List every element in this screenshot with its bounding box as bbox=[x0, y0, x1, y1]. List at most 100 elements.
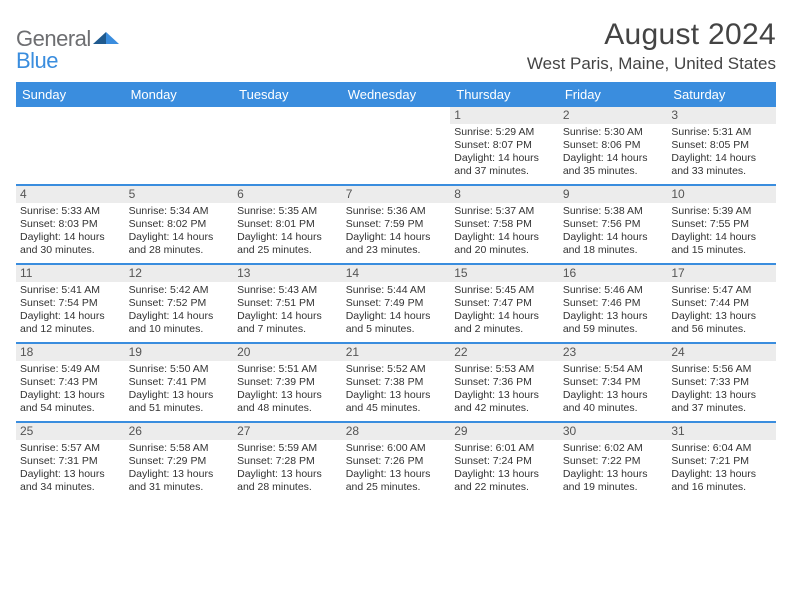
page-title: August 2024 bbox=[527, 18, 776, 52]
day-number: 25 bbox=[16, 423, 125, 440]
day-number: 9 bbox=[559, 186, 668, 203]
sunset-text: Sunset: 8:03 PM bbox=[20, 218, 121, 231]
calendar-week: 4Sunrise: 5:33 AMSunset: 8:03 PMDaylight… bbox=[16, 185, 776, 264]
calendar-week: 11Sunrise: 5:41 AMSunset: 7:54 PMDayligh… bbox=[16, 264, 776, 343]
daylight-text: Daylight: 13 hours and 19 minutes. bbox=[563, 468, 664, 494]
calendar-cell: 10Sunrise: 5:39 AMSunset: 7:55 PMDayligh… bbox=[667, 185, 776, 264]
sunrise-text: Sunrise: 6:00 AM bbox=[346, 442, 447, 455]
sunset-text: Sunset: 7:38 PM bbox=[346, 376, 447, 389]
sunrise-text: Sunrise: 5:41 AM bbox=[20, 284, 121, 297]
daylight-text: Daylight: 13 hours and 34 minutes. bbox=[20, 468, 121, 494]
calendar-cell: 24Sunrise: 5:56 AMSunset: 7:33 PMDayligh… bbox=[667, 343, 776, 422]
sunset-text: Sunset: 7:47 PM bbox=[454, 297, 555, 310]
sunrise-text: Sunrise: 5:35 AM bbox=[237, 205, 338, 218]
sunrise-text: Sunrise: 5:38 AM bbox=[563, 205, 664, 218]
sunset-text: Sunset: 7:43 PM bbox=[20, 376, 121, 389]
day-number: 29 bbox=[450, 423, 559, 440]
calendar-cell: 6Sunrise: 5:35 AMSunset: 8:01 PMDaylight… bbox=[233, 185, 342, 264]
daylight-text: Daylight: 14 hours and 35 minutes. bbox=[563, 152, 664, 178]
dow-wednesday: Wednesday bbox=[342, 82, 451, 107]
calendar-cell bbox=[342, 107, 451, 185]
sunset-text: Sunset: 7:46 PM bbox=[563, 297, 664, 310]
sunset-text: Sunset: 7:24 PM bbox=[454, 455, 555, 468]
daylight-text: Daylight: 14 hours and 33 minutes. bbox=[671, 152, 772, 178]
day-number: 10 bbox=[667, 186, 776, 203]
sunrise-text: Sunrise: 5:31 AM bbox=[671, 126, 772, 139]
calendar-cell: 9Sunrise: 5:38 AMSunset: 7:56 PMDaylight… bbox=[559, 185, 668, 264]
day-number: 14 bbox=[342, 265, 451, 282]
calendar-cell: 12Sunrise: 5:42 AMSunset: 7:52 PMDayligh… bbox=[125, 264, 234, 343]
day-number: 30 bbox=[559, 423, 668, 440]
day-number: 4 bbox=[16, 186, 125, 203]
day-number: 22 bbox=[450, 344, 559, 361]
dow-friday: Friday bbox=[559, 82, 668, 107]
calendar-cell: 15Sunrise: 5:45 AMSunset: 7:47 PMDayligh… bbox=[450, 264, 559, 343]
day-number: 6 bbox=[233, 186, 342, 203]
calendar-cell: 4Sunrise: 5:33 AMSunset: 8:03 PMDaylight… bbox=[16, 185, 125, 264]
calendar-cell: 23Sunrise: 5:54 AMSunset: 7:34 PMDayligh… bbox=[559, 343, 668, 422]
sunrise-text: Sunrise: 5:49 AM bbox=[20, 363, 121, 376]
calendar-cell: 18Sunrise: 5:49 AMSunset: 7:43 PMDayligh… bbox=[16, 343, 125, 422]
sunrise-text: Sunrise: 5:44 AM bbox=[346, 284, 447, 297]
sunrise-text: Sunrise: 5:29 AM bbox=[454, 126, 555, 139]
sunrise-text: Sunrise: 5:42 AM bbox=[129, 284, 230, 297]
day-number: 5 bbox=[125, 186, 234, 203]
dow-tuesday: Tuesday bbox=[233, 82, 342, 107]
daylight-text: Daylight: 14 hours and 23 minutes. bbox=[346, 231, 447, 257]
daylight-text: Daylight: 13 hours and 48 minutes. bbox=[237, 389, 338, 415]
daylight-text: Daylight: 13 hours and 56 minutes. bbox=[671, 310, 772, 336]
calendar-cell: 11Sunrise: 5:41 AMSunset: 7:54 PMDayligh… bbox=[16, 264, 125, 343]
sunrise-text: Sunrise: 5:43 AM bbox=[237, 284, 338, 297]
daylight-text: Daylight: 13 hours and 28 minutes. bbox=[237, 468, 338, 494]
daylight-text: Daylight: 13 hours and 31 minutes. bbox=[129, 468, 230, 494]
sunset-text: Sunset: 7:29 PM bbox=[129, 455, 230, 468]
day-number: 1 bbox=[450, 107, 559, 124]
sunset-text: Sunset: 7:56 PM bbox=[563, 218, 664, 231]
calendar-cell: 28Sunrise: 6:00 AMSunset: 7:26 PMDayligh… bbox=[342, 422, 451, 500]
day-number: 19 bbox=[125, 344, 234, 361]
daylight-text: Daylight: 14 hours and 37 minutes. bbox=[454, 152, 555, 178]
sunrise-text: Sunrise: 5:46 AM bbox=[563, 284, 664, 297]
sunrise-text: Sunrise: 5:59 AM bbox=[237, 442, 338, 455]
sunset-text: Sunset: 7:58 PM bbox=[454, 218, 555, 231]
logo-mark-icon bbox=[91, 26, 119, 51]
calendar-cell: 17Sunrise: 5:47 AMSunset: 7:44 PMDayligh… bbox=[667, 264, 776, 343]
sunrise-text: Sunrise: 5:54 AM bbox=[563, 363, 664, 376]
daylight-text: Daylight: 14 hours and 2 minutes. bbox=[454, 310, 555, 336]
calendar-cell bbox=[125, 107, 234, 185]
sunset-text: Sunset: 7:33 PM bbox=[671, 376, 772, 389]
calendar-cell: 27Sunrise: 5:59 AMSunset: 7:28 PMDayligh… bbox=[233, 422, 342, 500]
calendar-week: 25Sunrise: 5:57 AMSunset: 7:31 PMDayligh… bbox=[16, 422, 776, 500]
sunrise-text: Sunrise: 5:34 AM bbox=[129, 205, 230, 218]
sunrise-text: Sunrise: 5:47 AM bbox=[671, 284, 772, 297]
calendar-cell: 31Sunrise: 6:04 AMSunset: 7:21 PMDayligh… bbox=[667, 422, 776, 500]
sunset-text: Sunset: 8:02 PM bbox=[129, 218, 230, 231]
sunset-text: Sunset: 8:07 PM bbox=[454, 139, 555, 152]
sunrise-text: Sunrise: 5:50 AM bbox=[129, 363, 230, 376]
sunset-text: Sunset: 7:31 PM bbox=[20, 455, 121, 468]
calendar-cell: 14Sunrise: 5:44 AMSunset: 7:49 PMDayligh… bbox=[342, 264, 451, 343]
calendar-week: 18Sunrise: 5:49 AMSunset: 7:43 PMDayligh… bbox=[16, 343, 776, 422]
sunset-text: Sunset: 7:36 PM bbox=[454, 376, 555, 389]
calendar-cell: 8Sunrise: 5:37 AMSunset: 7:58 PMDaylight… bbox=[450, 185, 559, 264]
daylight-text: Daylight: 13 hours and 54 minutes. bbox=[20, 389, 121, 415]
day-number: 17 bbox=[667, 265, 776, 282]
calendar-cell: 25Sunrise: 5:57 AMSunset: 7:31 PMDayligh… bbox=[16, 422, 125, 500]
title-block: August 2024 West Paris, Maine, United St… bbox=[527, 18, 776, 74]
sunrise-text: Sunrise: 6:01 AM bbox=[454, 442, 555, 455]
location-subtitle: West Paris, Maine, United States bbox=[527, 54, 776, 74]
day-number: 20 bbox=[233, 344, 342, 361]
daylight-text: Daylight: 13 hours and 59 minutes. bbox=[563, 310, 664, 336]
sunset-text: Sunset: 7:22 PM bbox=[563, 455, 664, 468]
daylight-text: Daylight: 13 hours and 51 minutes. bbox=[129, 389, 230, 415]
calendar-cell: 7Sunrise: 5:36 AMSunset: 7:59 PMDaylight… bbox=[342, 185, 451, 264]
daylight-text: Daylight: 13 hours and 40 minutes. bbox=[563, 389, 664, 415]
daylight-text: Daylight: 13 hours and 37 minutes. bbox=[671, 389, 772, 415]
daylight-text: Daylight: 14 hours and 15 minutes. bbox=[671, 231, 772, 257]
day-of-week-row: Sunday Monday Tuesday Wednesday Thursday… bbox=[16, 82, 776, 107]
day-number: 27 bbox=[233, 423, 342, 440]
sunrise-text: Sunrise: 5:52 AM bbox=[346, 363, 447, 376]
calendar-cell: 21Sunrise: 5:52 AMSunset: 7:38 PMDayligh… bbox=[342, 343, 451, 422]
calendar-cell: 1 Sunrise: 5:29 AMSunset: 8:07 PMDaylight… bbox=[450, 107, 559, 185]
calendar-cell: 30Sunrise: 6:02 AMSunset: 7:22 PMDayligh… bbox=[559, 422, 668, 500]
